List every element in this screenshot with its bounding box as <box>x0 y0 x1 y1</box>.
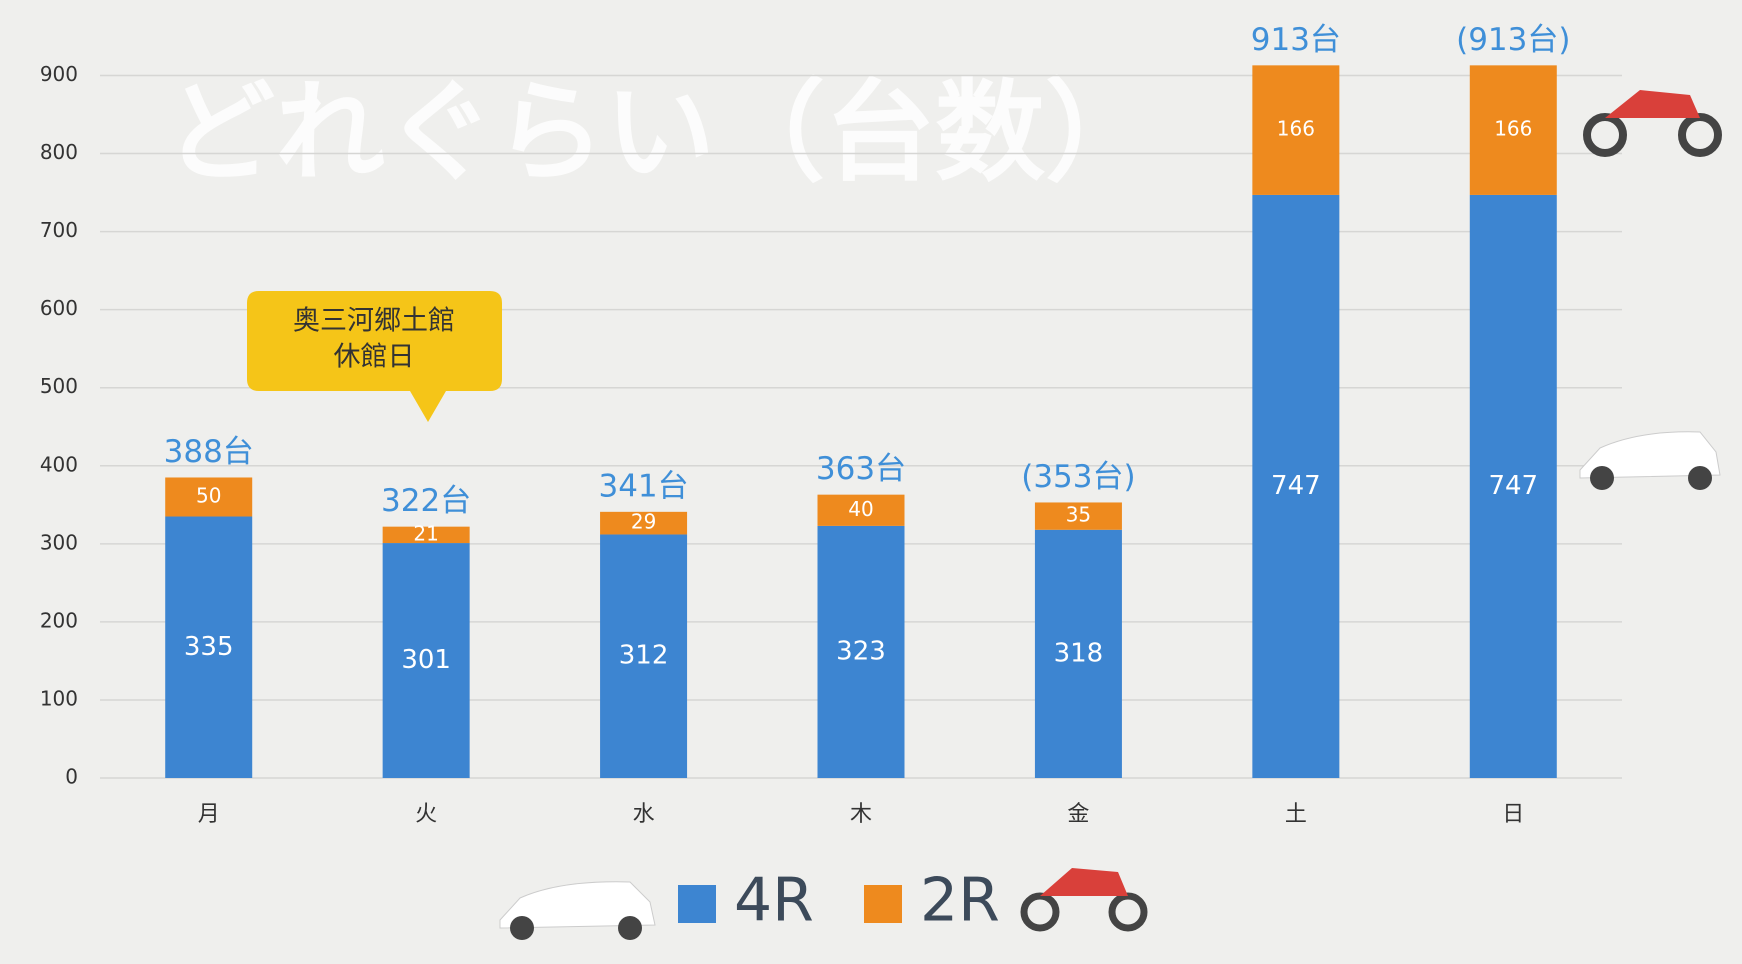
bar-segment <box>165 477 253 517</box>
total-label: 913台 <box>1251 22 1341 58</box>
bar-segment <box>382 543 470 778</box>
annotation-text: 休館日 <box>334 342 415 373</box>
legend-label: 4R <box>734 866 814 936</box>
y-tick-label: 900 <box>40 62 78 86</box>
bike-icon <box>1583 90 1722 157</box>
data-label: 29 <box>631 510 656 534</box>
y-tick-label: 200 <box>40 608 78 632</box>
data-label: 166 <box>1277 117 1315 141</box>
y-tick-label: 100 <box>40 686 78 710</box>
data-label: 335 <box>184 632 234 662</box>
total-label: (913台) <box>1456 22 1570 58</box>
legend-swatch <box>678 885 716 923</box>
x-tick-label: 土 <box>1285 802 1307 827</box>
total-label: 341台 <box>598 468 688 504</box>
annotation-bubble <box>247 291 502 422</box>
bar-segment <box>600 534 688 778</box>
car-icon <box>1579 431 1721 490</box>
data-label: 301 <box>401 645 451 675</box>
data-label: 747 <box>1488 471 1538 501</box>
annotation: 奥三河郷土館 休館日 <box>247 291 502 422</box>
bar-segment <box>817 494 905 526</box>
x-tick-label: 日 <box>1502 802 1524 827</box>
data-label: 166 <box>1494 117 1532 141</box>
y-tick-label: 800 <box>40 140 78 164</box>
total-label: 322台 <box>381 483 471 519</box>
legend-swatch <box>864 885 902 923</box>
total-label: 363台 <box>816 451 906 487</box>
data-label: 312 <box>619 641 669 671</box>
bar-segment <box>1469 65 1557 195</box>
data-label: 747 <box>1271 471 1321 501</box>
data-label: 21 <box>413 521 438 545</box>
bar-segment <box>1034 502 1122 530</box>
data-label: 35 <box>1066 503 1091 527</box>
legend-label: 2R <box>920 866 1000 936</box>
bar-segment <box>165 516 253 778</box>
bar-segment <box>1034 529 1122 778</box>
y-tick-label: 300 <box>40 530 78 554</box>
x-tick-label: 月 <box>198 802 220 827</box>
chart-title: どれぐらい（台数） <box>165 68 1155 196</box>
x-tick-label: 金 <box>1067 802 1089 827</box>
bar-segment <box>600 511 688 535</box>
data-label: 50 <box>196 484 221 508</box>
x-tick-label: 火 <box>415 802 437 827</box>
y-tick-label: 500 <box>40 374 78 398</box>
bar-segment <box>382 526 470 544</box>
x-tick-label: 木 <box>850 802 872 827</box>
total-label: 388台 <box>164 434 254 470</box>
bike-icon <box>1020 868 1148 932</box>
annotation-text: 奥三河郷土館 <box>293 306 455 337</box>
x-tick-label: 水 <box>633 802 655 827</box>
y-tick-label: 600 <box>40 296 78 320</box>
data-label: 323 <box>836 636 886 666</box>
y-tick-label: 400 <box>40 452 78 476</box>
bar-segment <box>1252 194 1340 779</box>
car-icon <box>499 881 656 940</box>
bar-segment <box>817 525 905 778</box>
y-tick-label: 700 <box>40 218 78 242</box>
bar-segment <box>1252 65 1340 195</box>
bar-segment <box>1469 194 1557 779</box>
y-tick-label: 0 <box>65 765 78 789</box>
total-label: (353台) <box>1021 459 1135 495</box>
data-label: 40 <box>848 497 873 521</box>
data-label: 318 <box>1054 638 1104 668</box>
